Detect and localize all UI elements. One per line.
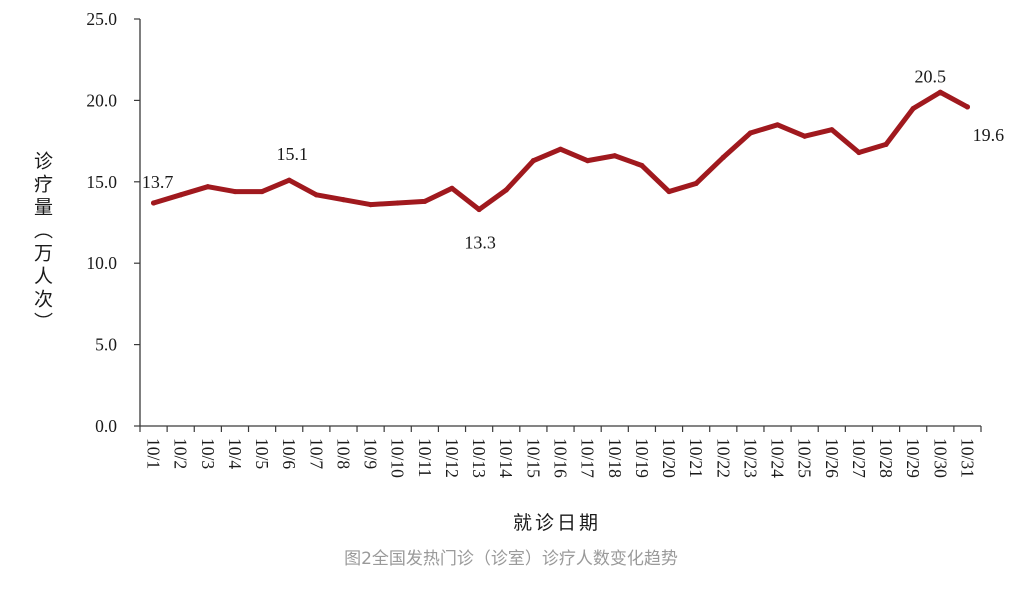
data-point bbox=[802, 133, 808, 139]
series-layer bbox=[150, 89, 971, 213]
x-tick-label: 10/17 bbox=[578, 438, 598, 478]
x-tick-label: 10/9 bbox=[361, 438, 381, 469]
y-axis-title: 诊疗量（万人次） bbox=[31, 151, 53, 335]
data-point bbox=[937, 89, 943, 95]
data-point bbox=[829, 127, 835, 133]
x-tick-label: 10/20 bbox=[659, 438, 679, 478]
data-label: 20.5 bbox=[915, 66, 947, 86]
data-point bbox=[340, 197, 347, 203]
data-point bbox=[150, 200, 157, 206]
x-tick-label: 10/18 bbox=[605, 438, 625, 478]
x-tick-label: 10/28 bbox=[876, 438, 896, 478]
x-tick-label: 10/5 bbox=[252, 438, 272, 469]
data-labels: 13.7 15.1 13.3 20.5 19.6 bbox=[142, 66, 1004, 252]
data-point bbox=[476, 206, 482, 213]
x-tick-label: 10/21 bbox=[686, 438, 706, 478]
data-point bbox=[395, 200, 401, 206]
x-tick-label: 10/19 bbox=[632, 438, 652, 478]
data-point bbox=[313, 192, 319, 198]
x-tick-label: 10/26 bbox=[822, 438, 842, 478]
x-tick-label: 10/23 bbox=[740, 438, 760, 478]
data-point bbox=[666, 188, 672, 195]
data-point bbox=[612, 153, 618, 159]
data-point bbox=[232, 188, 238, 195]
data-point bbox=[286, 177, 292, 183]
y-axis-ticks: 0.0 5.0 10.0 15.0 20.0 25.0 bbox=[86, 9, 140, 436]
data-point bbox=[774, 122, 781, 128]
x-tick-label: 10/4 bbox=[225, 438, 245, 469]
data-point bbox=[639, 162, 645, 169]
data-point bbox=[856, 149, 862, 156]
data-point bbox=[557, 146, 564, 152]
data-point bbox=[422, 198, 428, 204]
x-tick-label: 10/1 bbox=[144, 438, 164, 469]
data-point bbox=[585, 158, 591, 164]
figure-caption: 图2全国发热门诊（诊室）诊疗人数变化趋势 bbox=[344, 549, 678, 569]
data-point bbox=[205, 184, 211, 190]
x-tick-label: 10/27 bbox=[849, 438, 869, 478]
x-tick-label: 10/29 bbox=[903, 438, 923, 478]
x-tick-label: 10/14 bbox=[496, 438, 516, 478]
y-tick-label: 20.0 bbox=[86, 90, 117, 110]
data-point bbox=[964, 104, 971, 110]
x-axis-title: 就诊日期 bbox=[513, 512, 601, 534]
x-tick-label: 10/3 bbox=[198, 438, 218, 469]
data-point bbox=[259, 188, 265, 195]
data-point bbox=[503, 187, 509, 193]
x-tick-label: 10/6 bbox=[279, 438, 299, 469]
x-tick-label: 10/31 bbox=[957, 438, 977, 478]
x-tick-label: 10/8 bbox=[333, 438, 353, 469]
y-tick-label: 15.0 bbox=[86, 172, 117, 192]
x-tick-label: 10/11 bbox=[415, 438, 435, 477]
data-point bbox=[693, 180, 699, 187]
x-tick-label: 10/7 bbox=[306, 438, 326, 469]
y-tick-label: 5.0 bbox=[95, 335, 117, 355]
data-point bbox=[910, 105, 916, 112]
x-tick-label: 10/16 bbox=[551, 438, 571, 478]
y-tick-label: 25.0 bbox=[86, 9, 117, 29]
x-tick-label: 10/13 bbox=[469, 438, 489, 478]
x-tick-label: 10/12 bbox=[442, 438, 462, 478]
x-tick-label: 10/15 bbox=[523, 438, 543, 478]
x-tick-label: 10/22 bbox=[713, 438, 733, 478]
x-tick-label: 10/24 bbox=[768, 438, 788, 478]
data-label: 13.3 bbox=[464, 232, 496, 252]
x-tick-label: 10/30 bbox=[930, 438, 950, 478]
data-point bbox=[367, 201, 374, 208]
data-point bbox=[530, 158, 536, 164]
data-point bbox=[747, 130, 754, 136]
data-point bbox=[178, 192, 184, 198]
x-tick-label: 10/10 bbox=[388, 438, 408, 478]
x-tick-label: 10/25 bbox=[795, 438, 815, 478]
data-point bbox=[720, 154, 726, 160]
data-label: 13.7 bbox=[142, 172, 174, 192]
data-label: 15.1 bbox=[276, 144, 308, 164]
data-point bbox=[449, 185, 455, 191]
data-point bbox=[883, 141, 889, 147]
data-label: 19.6 bbox=[973, 125, 1005, 145]
y-tick-label: 10.0 bbox=[86, 253, 117, 273]
x-axis-ticks: 10/1 10/2 10/3 10/4 10/5 10/6 10/7 10/8 10/9 10/1… bbox=[139, 426, 982, 478]
x-tick-label: 10/2 bbox=[171, 438, 191, 469]
y-tick-label: 0.0 bbox=[95, 416, 117, 436]
